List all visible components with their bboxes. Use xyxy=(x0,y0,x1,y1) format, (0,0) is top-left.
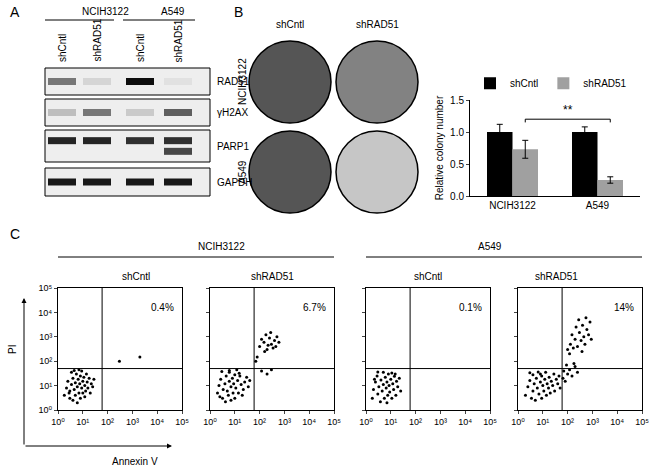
svg-text:NCIH3122: NCIH3122 xyxy=(82,6,129,17)
svg-text:10¹: 10¹ xyxy=(228,417,241,427)
svg-text:A549: A549 xyxy=(161,6,185,17)
svg-text:10³: 10³ xyxy=(39,332,52,342)
svg-text:A: A xyxy=(10,4,20,20)
svg-text:PARP1: PARP1 xyxy=(217,141,249,152)
svg-text:shCntl: shCntl xyxy=(276,19,304,30)
svg-text:Relative colony number: Relative colony number xyxy=(434,95,445,200)
svg-text:NCIH3122: NCIH3122 xyxy=(237,58,248,105)
svg-text:10⁰: 10⁰ xyxy=(359,417,373,427)
svg-text:shCntl: shCntl xyxy=(122,271,150,282)
svg-text:10⁵: 10⁵ xyxy=(327,417,341,427)
svg-text:shRAD51: shRAD51 xyxy=(356,19,399,30)
svg-text:**: ** xyxy=(563,103,573,117)
svg-text:10⁴: 10⁴ xyxy=(302,417,316,427)
svg-text:PI: PI xyxy=(7,345,18,354)
svg-text:A549: A549 xyxy=(586,200,610,211)
svg-text:10³: 10³ xyxy=(434,417,447,427)
svg-text:A549: A549 xyxy=(478,241,502,252)
svg-text:shRAD51: shRAD51 xyxy=(173,19,184,62)
svg-text:1.0: 1.0 xyxy=(450,127,464,138)
svg-text:NCIH3122: NCIH3122 xyxy=(198,241,245,252)
svg-text:GAPDH: GAPDH xyxy=(217,177,253,188)
svg-text:shCntl: shCntl xyxy=(414,271,442,282)
svg-text:γH2AX: γH2AX xyxy=(217,107,248,118)
svg-text:10⁰: 10⁰ xyxy=(39,405,53,415)
svg-text:10³: 10³ xyxy=(586,417,599,427)
svg-text:shCntl: shCntl xyxy=(510,78,538,89)
svg-text:B: B xyxy=(234,4,243,20)
svg-text:10⁰: 10⁰ xyxy=(203,417,217,427)
svg-text:10²: 10² xyxy=(253,417,266,427)
svg-text:Annexin V: Annexin V xyxy=(112,456,158,467)
svg-text:10⁵: 10⁵ xyxy=(175,417,189,427)
svg-text:10¹: 10¹ xyxy=(536,417,549,427)
svg-text:10¹: 10¹ xyxy=(384,417,397,427)
svg-text:0.0: 0.0 xyxy=(450,191,464,202)
svg-text:10⁴: 10⁴ xyxy=(610,417,624,427)
svg-text:10²: 10² xyxy=(561,417,574,427)
svg-text:1.5: 1.5 xyxy=(450,95,464,106)
svg-text:10⁰: 10⁰ xyxy=(511,417,525,427)
svg-text:10⁵: 10⁵ xyxy=(38,283,52,293)
svg-text:0.1%: 0.1% xyxy=(459,302,482,313)
svg-text:10⁴: 10⁴ xyxy=(38,308,52,318)
svg-text:C: C xyxy=(10,226,20,242)
svg-text:shRAD51: shRAD51 xyxy=(92,18,103,61)
svg-text:shRAD51: shRAD51 xyxy=(251,271,294,282)
svg-text:10¹: 10¹ xyxy=(39,381,52,391)
svg-text:10⁵: 10⁵ xyxy=(483,417,497,427)
svg-text:10¹: 10¹ xyxy=(76,417,89,427)
svg-text:10³: 10³ xyxy=(278,417,291,427)
svg-text:6.7%: 6.7% xyxy=(303,302,326,313)
svg-text:10³: 10³ xyxy=(126,417,139,427)
svg-text:NCIH3122: NCIH3122 xyxy=(489,200,536,211)
svg-text:10⁴: 10⁴ xyxy=(150,417,164,427)
svg-text:10⁵: 10⁵ xyxy=(635,417,649,427)
svg-text:A549: A549 xyxy=(237,160,248,184)
svg-text:10²: 10² xyxy=(39,356,52,366)
svg-text:10⁰: 10⁰ xyxy=(51,417,65,427)
svg-text:10²: 10² xyxy=(409,417,422,427)
svg-text:10⁴: 10⁴ xyxy=(458,417,472,427)
svg-text:shRAD51: shRAD51 xyxy=(583,78,626,89)
svg-text:0.4%: 0.4% xyxy=(151,302,174,313)
svg-text:shRAD51: shRAD51 xyxy=(535,271,578,282)
svg-text:0.5: 0.5 xyxy=(450,159,464,170)
svg-text:RAD51: RAD51 xyxy=(217,76,250,87)
svg-text:shCntl: shCntl xyxy=(57,34,68,62)
svg-text:10²: 10² xyxy=(101,417,114,427)
svg-text:shCntl: shCntl xyxy=(135,34,146,62)
svg-text:14%: 14% xyxy=(614,302,634,313)
